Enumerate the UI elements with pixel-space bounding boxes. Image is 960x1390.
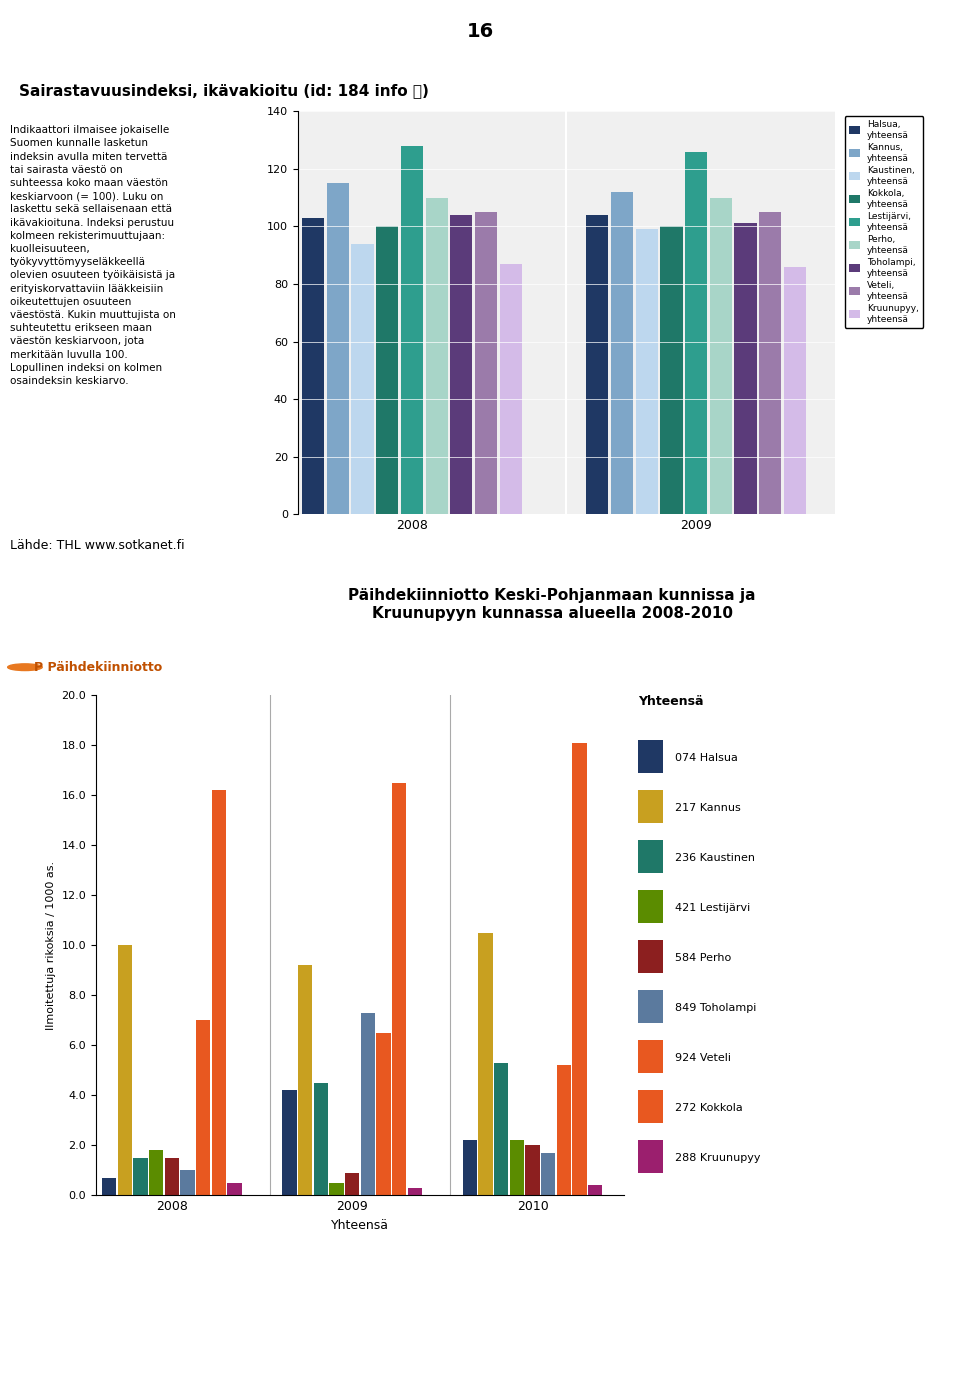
Bar (329, 1183, 344, 1195)
Text: Yhteensä: Yhteensä (638, 695, 704, 708)
Bar (314, 1083, 328, 1195)
Y-axis label: Ilmoitettuja rikoksia / 1000 as.: Ilmoitettuja rikoksia / 1000 as. (46, 860, 56, 1030)
Bar (376, 1033, 391, 1195)
Text: 924 Veteli: 924 Veteli (675, 1052, 732, 1063)
Text: Lähde: THL www.sotkanet.fi: Lähde: THL www.sotkanet.fi (10, 539, 184, 552)
FancyBboxPatch shape (638, 790, 663, 823)
Bar (102, 1177, 116, 1195)
Bar (660, 227, 683, 514)
Bar (408, 1188, 422, 1195)
Text: 236 Kaustinen: 236 Kaustinen (675, 852, 756, 863)
Bar (425, 197, 447, 514)
Text: 849 Toholampi: 849 Toholampi (675, 1002, 756, 1013)
FancyBboxPatch shape (638, 739, 663, 773)
Bar (611, 192, 634, 514)
Bar (361, 1013, 375, 1195)
Bar (133, 1158, 148, 1195)
Bar (572, 742, 587, 1195)
Text: 421 Lestijärvi: 421 Lestijärvi (675, 902, 751, 913)
Text: Indikaattori ilmaisee jokaiselle
Suomen kunnalle lasketun
indeksin avulla miten : Indikaattori ilmaisee jokaiselle Suomen … (10, 125, 176, 386)
Text: Päihdekiinniotto Keski-Pohjanmaan kunnissa ja
Kruunupyyn kunnassa alueella 2008-: Päihdekiinniotto Keski-Pohjanmaan kunnis… (348, 588, 756, 621)
Bar (196, 1020, 210, 1195)
Bar (164, 1158, 179, 1195)
Bar (636, 229, 658, 514)
Bar (525, 1145, 540, 1195)
FancyBboxPatch shape (638, 840, 663, 873)
Bar (180, 1170, 195, 1195)
FancyBboxPatch shape (638, 1090, 663, 1123)
FancyBboxPatch shape (638, 890, 663, 923)
Bar (587, 215, 609, 514)
Circle shape (8, 664, 42, 670)
Bar (784, 267, 806, 514)
Bar (211, 790, 226, 1195)
Bar (392, 783, 406, 1195)
Bar (709, 197, 732, 514)
Bar (282, 1090, 297, 1195)
Bar (494, 1063, 509, 1195)
Bar (149, 1151, 163, 1195)
FancyBboxPatch shape (638, 990, 663, 1023)
X-axis label: Yhteensä: Yhteensä (331, 1219, 389, 1232)
Text: 217 Kannus: 217 Kannus (675, 802, 741, 813)
Bar (345, 1173, 359, 1195)
Bar (351, 243, 373, 514)
Bar (400, 146, 423, 514)
Bar (759, 211, 781, 514)
Bar (302, 218, 324, 514)
FancyBboxPatch shape (638, 940, 663, 973)
Text: 288 Kruunupyy: 288 Kruunupyy (675, 1152, 760, 1163)
Bar (450, 215, 472, 514)
Legend: Halsua,
yhteensä, Kannus,
yhteensä, Kaustinen,
yhteensä, Kokkola,
yhteensä, Lest: Halsua, yhteensä, Kannus, yhteensä, Kaus… (845, 115, 924, 328)
Bar (298, 965, 312, 1195)
Bar (475, 211, 497, 514)
Text: Sairastavuusindeksi, ikävakioitu (id: 184 info ⓘ): Sairastavuusindeksi, ikävakioitu (id: 18… (19, 83, 429, 97)
Bar (376, 227, 398, 514)
Bar (117, 945, 132, 1195)
Bar (463, 1140, 477, 1195)
Bar (588, 1186, 603, 1195)
Text: 272 Kokkola: 272 Kokkola (675, 1102, 743, 1113)
Bar (557, 1065, 571, 1195)
Bar (499, 264, 522, 514)
Text: 584 Perho: 584 Perho (675, 952, 732, 963)
Bar (478, 933, 492, 1195)
Bar (685, 152, 708, 514)
Bar (510, 1140, 524, 1195)
Text: 16: 16 (467, 22, 493, 40)
Bar (541, 1152, 556, 1195)
FancyBboxPatch shape (638, 1140, 663, 1173)
Text: P Päihdekiinniotto: P Päihdekiinniotto (34, 660, 162, 674)
Bar (734, 224, 756, 514)
Bar (228, 1183, 242, 1195)
FancyBboxPatch shape (638, 1040, 663, 1073)
Bar (326, 183, 348, 514)
Text: 074 Halsua: 074 Halsua (675, 752, 738, 763)
